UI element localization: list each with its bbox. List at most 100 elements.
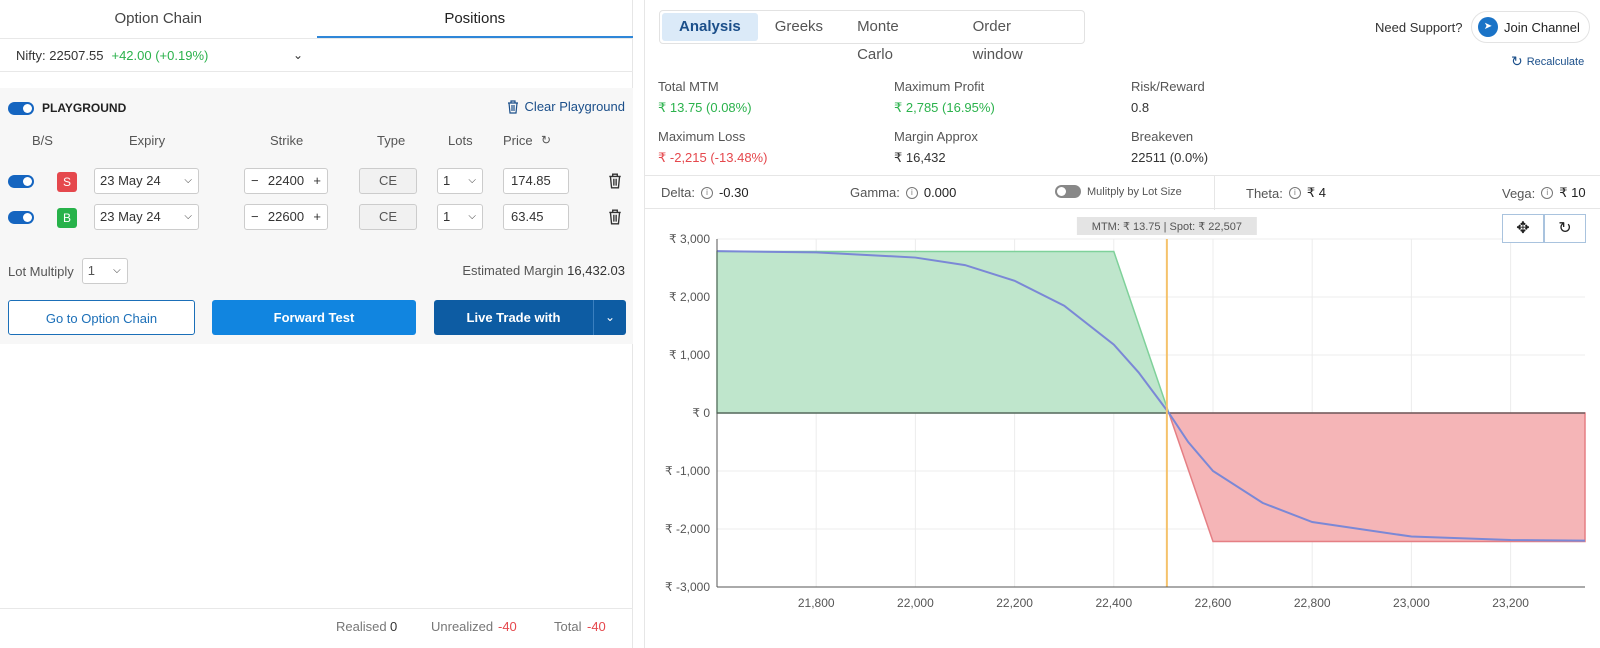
recalculate-label: Recalculate [1526,55,1585,68]
expiry-value: 23 May 24 [100,209,161,224]
info-icon[interactable]: i [700,186,713,199]
type-field: CE [359,168,417,194]
join-channel-button[interactable]: ➤ Join Channel [1471,11,1590,43]
info-icon[interactable]: i [1541,187,1554,199]
y-tick-label: ₹ 3,000 [669,232,710,246]
delta-value: -0.30 [718,185,749,200]
payoff-chart[interactable]: ₹ 3,000 ₹ 2,000 ₹ 1,000 ₹ 0 ₹ -1,000 ₹ -2,000… [645,210,1600,648]
chevron-down-icon: ⌵ [113,265,121,276]
y-tick-label: ₹ -1,000 [665,464,710,478]
playground-toggle[interactable] [8,101,34,115]
loss-area [1167,412,1586,543]
price-input[interactable]: 63.45 [503,204,569,230]
chevron-down-icon: ⌵ [184,211,192,222]
pan-button[interactable]: ✥ [1502,214,1544,243]
total-value: -40 [587,619,606,634]
col-expiry: Expiry [129,133,166,148]
analysis-panel: Analysis Greeks Monte Carlo Order window… [644,0,1600,648]
profit-area [716,250,1170,414]
telegram-icon: ➤ [1478,17,1498,37]
lots-select[interactable]: 1 ⌵ [437,204,483,230]
forward-test-button[interactable]: Forward Test [212,300,416,335]
trash-icon[interactable] [608,209,622,225]
pnl-footer: Realised 0 Unrealized -40 Total -40 [0,608,633,648]
chevron-down-icon: ⌵ [468,175,476,186]
delta-label: Delta: [661,185,695,200]
multiply-lot-label: Mulitply by Lot Size [1087,185,1182,198]
x-tick-label: 21,800 [798,596,835,610]
stat-label: Maximum Profit [894,79,985,94]
recalculate-button[interactable]: ↻ Recalculate [1511,53,1584,70]
col-bs: B/S [32,133,53,148]
stat-label: Breakeven [1131,129,1194,144]
chevron-down-icon[interactable]: ⌄ [293,48,304,62]
lots-value: 1 [443,173,451,188]
estimated-margin-value: 16,432.03 [567,263,625,278]
gamma-value: 0.000 [923,185,957,200]
stat-value: 0.8 [1131,100,1150,115]
reset-button[interactable]: ↻ [1544,214,1586,243]
go-to-option-chain-button[interactable]: Go to Option Chain [8,300,195,335]
tab-monte-carlo[interactable]: Monte Carlo [857,18,899,63]
realised-label: Realised [336,619,387,634]
tab-analysis[interactable]: Analysis [662,13,758,41]
stat-label: Maximum Loss [658,129,746,144]
tab-order-window[interactable]: Order window [972,18,1023,63]
lot-multiply-select[interactable]: 1 ⌵ [81,258,128,284]
plus-icon[interactable]: + [313,209,321,224]
row-toggle[interactable] [8,175,34,188]
greek-gamma: Gamma: i 0.000 [850,185,956,200]
estimated-margin: Estimated Margin 16,432.03 [462,263,625,278]
y-tick-label: ₹ -2,000 [665,522,710,536]
clear-playground-button[interactable]: Clear Playground [507,99,625,114]
expiry-select[interactable]: 23 May 24 ⌵ [94,204,199,230]
plus-icon[interactable]: + [313,173,321,188]
stat-total-mtm: Total MTM ₹ 13.75 (0.08%) [658,79,752,116]
nifty-selector[interactable]: Nifty: 22507.55 +42.00 (+0.19%) ⌄ [0,38,633,72]
playground-header: PLAYGROUND [8,101,126,115]
nifty-label: Nifty: [16,47,46,63]
side-badge[interactable]: S [57,172,77,192]
stat-value: 22511 (0.0%) [1131,150,1209,165]
y-tick-label: ₹ -3,000 [665,580,710,594]
price-input[interactable]: 174.85 [503,168,569,194]
multiply-lot-toggle[interactable] [1055,185,1081,198]
playground-panel: PLAYGROUND Clear Playground B/S Expiry S… [0,88,633,344]
tab-option-chain[interactable]: Option Chain [114,10,203,27]
refresh-icon[interactable]: ↻ [541,133,552,147]
live-trade-dropdown[interactable]: ⌄ [593,300,626,335]
minus-icon[interactable]: − [251,209,259,224]
stat-value: ₹ 13.75 (0.08%) [658,100,752,115]
greeks-bar: Delta: i -0.30 Gamma: i 0.000 Mulitply by Lo… [645,175,1600,210]
expiry-select[interactable]: 23 May 24 ⌵ [94,168,199,194]
stat-value: ₹ 2,785 (16.95%) [894,100,995,115]
trash-icon[interactable] [608,173,622,189]
join-channel-label: Join Channel [1504,19,1580,35]
trash-icon [507,99,518,114]
strike-stepper[interactable]: −22400 + [244,168,328,194]
refresh-icon: ↻ [1511,53,1523,69]
greek-vega: Vega: i ₹ 10 [1502,185,1586,201]
info-icon[interactable]: i [905,186,918,199]
col-price: Price [503,133,533,148]
tooltip-text: MTM: ₹ 13.75 | Spot: ₹ 22,507 [1092,221,1242,233]
lots-select[interactable]: 1 ⌵ [437,168,483,194]
strike-stepper[interactable]: −22600 + [244,204,328,230]
analysis-tabs: Analysis Greeks Monte Carlo Order window [659,10,1085,63]
info-icon[interactable]: i [1288,187,1301,199]
side-badge[interactable]: B [57,208,77,228]
left-panel: Option Chain Positions Nifty: 22507.55 +… [0,0,633,648]
strike-value: 22600 [267,209,305,224]
estimated-margin-label: Estimated Margin [462,263,564,278]
row-toggle[interactable] [8,211,34,224]
tab-greeks[interactable]: Greeks [774,18,824,35]
tab-positions[interactable]: Positions [316,0,633,38]
position-row: S 23 May 24 ⌵ −22400 + CE 1 ⌵ 174.85 [0,168,633,196]
greek-delta: Delta: i -0.30 [661,185,749,200]
x-tick-label: 22,400 [1095,596,1132,610]
chevron-down-icon: ⌵ [184,175,192,186]
strike-value: 22400 [267,173,305,188]
minus-icon[interactable]: − [251,173,259,188]
live-trade-button[interactable]: Live Trade with [434,300,593,335]
col-type: Type [377,133,406,148]
